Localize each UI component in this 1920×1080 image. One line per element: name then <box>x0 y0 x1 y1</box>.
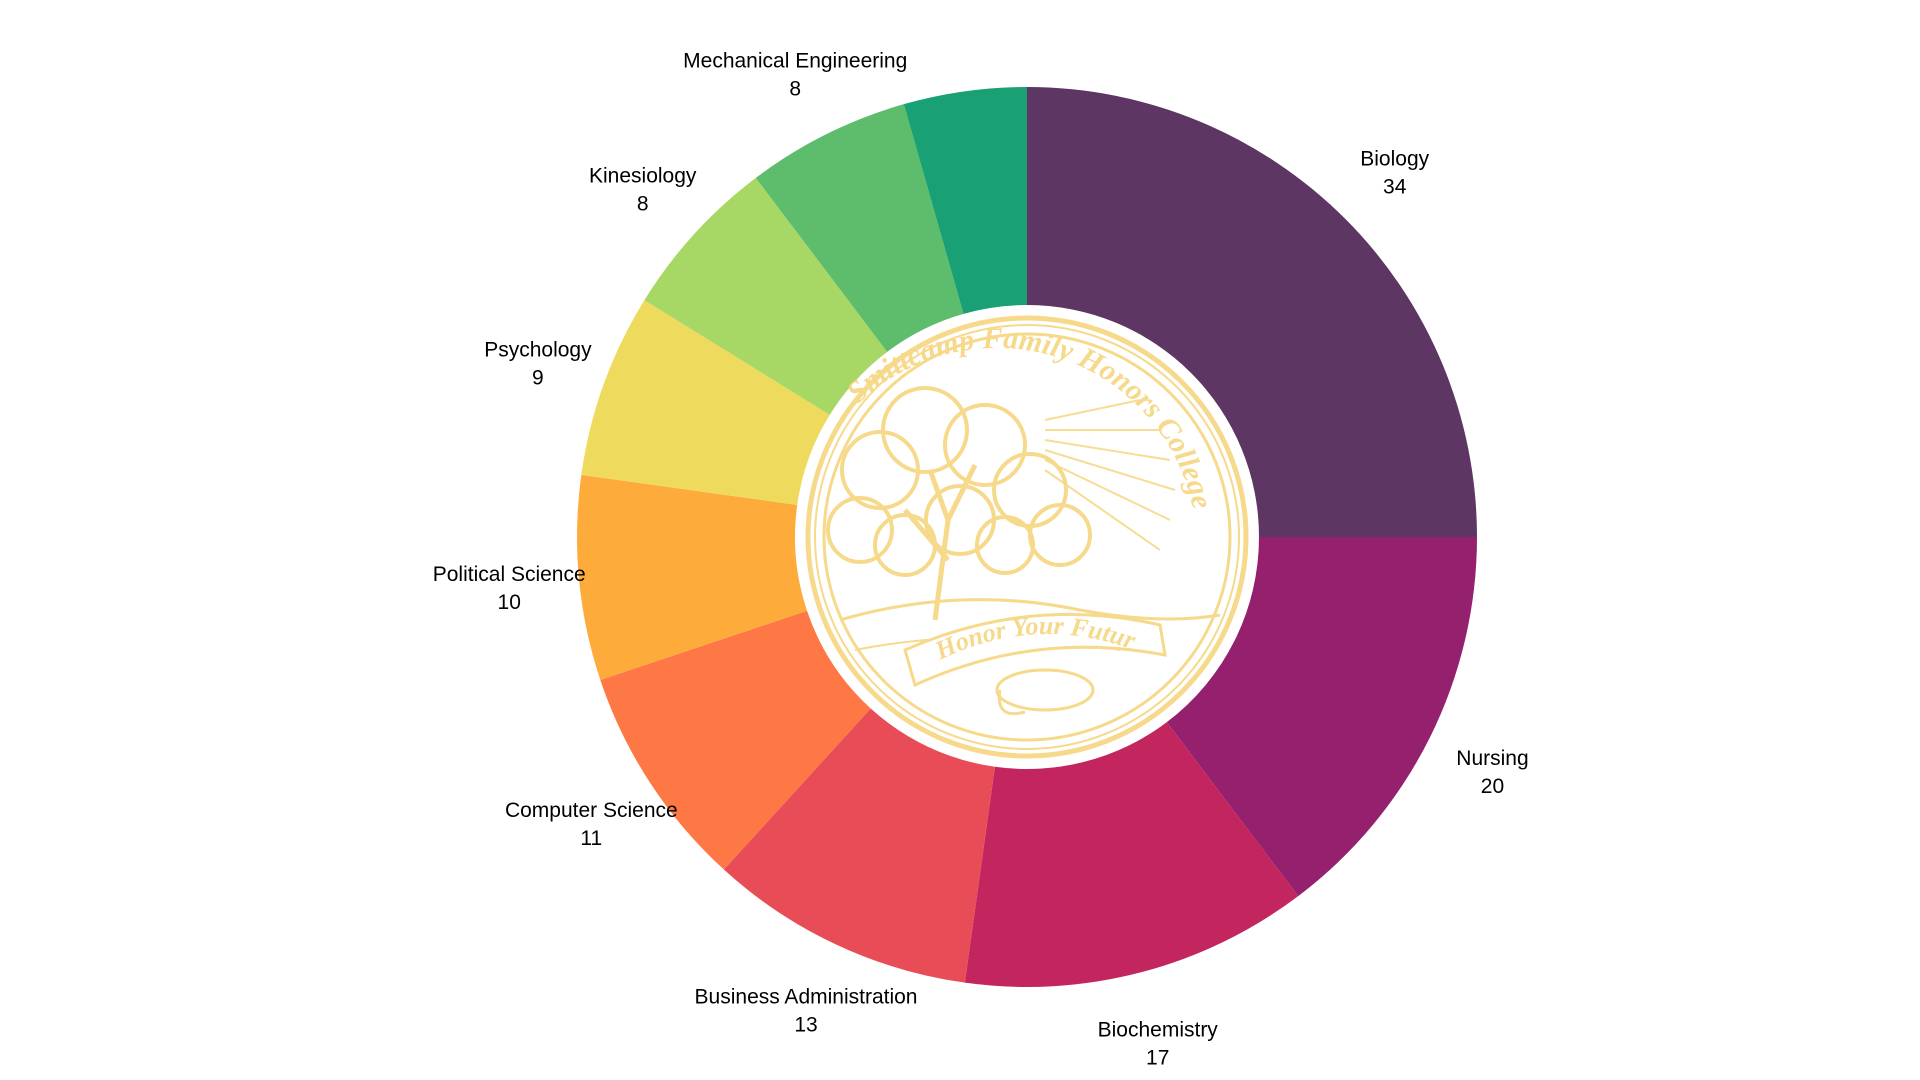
slice-label-computer-science: Computer Science <box>505 799 678 822</box>
slice-label-biology: Biology <box>1360 147 1429 170</box>
slice-business-administration <box>723 708 995 983</box>
slice-label-kinesiology: Kinesiology <box>589 165 697 188</box>
slice-label-nursing: Nursing <box>1456 747 1528 770</box>
slice-biochemistry <box>964 722 1299 988</box>
slice-value-biochemistry: 17 <box>1146 1046 1169 1069</box>
slice-value-business-administration: 13 <box>794 1014 817 1037</box>
slice-value-mechanical-engineering: 8 <box>789 78 801 101</box>
slice-label-mechanical-engineering: Mechanical Engineering <box>683 50 907 73</box>
slice-label-business-administration: Business Administration <box>695 986 918 1009</box>
slice-kinesiology <box>644 177 888 415</box>
slice-value-political-science: 10 <box>498 591 521 614</box>
slice-value-kinesiology: 8 <box>637 193 649 216</box>
donut-slices <box>577 87 1477 988</box>
slice-nursing <box>1166 537 1477 897</box>
slice-label-political-science: Political Science <box>433 563 586 586</box>
slice-value-biology: 34 <box>1383 175 1407 198</box>
slice-label-psychology: Psychology <box>484 338 592 361</box>
slice-unlabeled-9 <box>903 87 1027 314</box>
slice-value-computer-science: 11 <box>580 827 602 850</box>
slice-biology <box>1027 87 1477 537</box>
slice-psychology <box>581 300 830 505</box>
slice-label-biochemistry: Biochemistry <box>1098 1018 1219 1041</box>
slice-political-science <box>577 474 808 681</box>
slice-computer-science <box>600 610 871 870</box>
slice-value-psychology: 9 <box>532 366 544 389</box>
slice-labels: Biology 34 Nursing 20 Biochemistry 17 Business… <box>433 50 1529 1070</box>
slice-mechanical-engineering <box>755 104 964 352</box>
slice-value-nursing: 20 <box>1481 775 1504 798</box>
